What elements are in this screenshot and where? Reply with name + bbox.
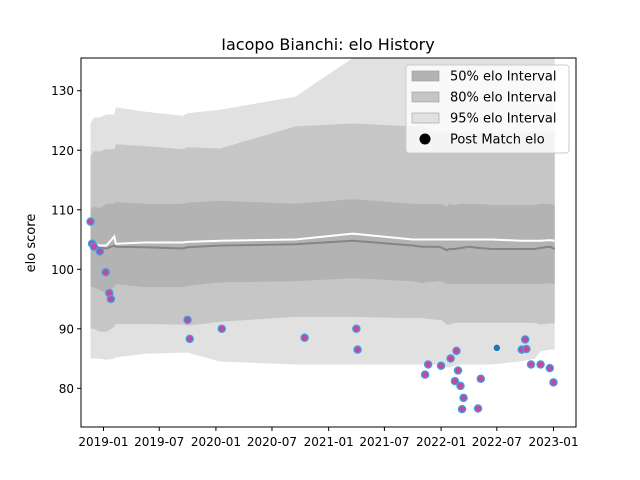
post-match-point-29 [526, 360, 536, 369]
x-tick-label-3: 2020-07 [247, 435, 297, 449]
post-match-point-11 [352, 324, 361, 334]
y-tick-label-1: 90 [59, 322, 74, 336]
post-match-point-7 [183, 315, 192, 325]
post-match-point-28 [522, 344, 531, 354]
post-match-point-32 [549, 378, 558, 387]
legend-label-2: 95% elo Interval [450, 112, 557, 127]
legend-swatch-2 [411, 112, 440, 124]
post-match-point-12 [353, 345, 362, 354]
post-match-point-22 [459, 393, 468, 403]
x-tick-label-1: 2019-07 [134, 435, 184, 449]
post-match-point-4 [101, 268, 110, 277]
post-match-point-10 [300, 333, 309, 342]
post-match-point-24 [476, 374, 486, 384]
legend-label-3: Post Match elo [450, 133, 545, 148]
post-match-point-18 [452, 346, 461, 356]
post-match-point-25 [493, 344, 501, 352]
x-tick-label-2: 2020-01 [191, 435, 241, 449]
post-match-point-13 [420, 370, 430, 379]
post-match-point-21 [457, 404, 467, 414]
post-match-point-17 [450, 376, 460, 386]
x-tick-label-5: 2021-07 [359, 435, 409, 449]
y-tick-label-4: 120 [51, 144, 74, 158]
post-match-point-20 [456, 381, 465, 391]
median-line [89, 239, 556, 252]
post-match-point-2 [89, 242, 99, 251]
chart-title: Iacopo Bianchi: elo History [221, 35, 434, 54]
post-match-point-9 [217, 324, 227, 334]
post-match-point-16 [446, 354, 455, 363]
legend-swatch-0 [411, 70, 440, 82]
mean-line [90, 232, 555, 247]
y-axis-label: elo score [24, 214, 39, 273]
x-tick-label-4: 2021-01 [304, 435, 354, 449]
y-tick-label-0: 80 [59, 382, 74, 396]
post-match-point-30 [536, 360, 545, 369]
x-tick-label-6: 2022-01 [416, 435, 466, 449]
post-match-point-19 [453, 366, 463, 375]
x-tick-label-7: 2022-07 [472, 435, 522, 449]
legend-marker-3 [419, 133, 431, 145]
post-match-point-15 [436, 361, 446, 370]
legend-label-1: 80% elo Interval [450, 91, 557, 106]
legend-label-0: 50% elo Interval [450, 70, 557, 85]
post-match-point-6 [106, 294, 116, 304]
post-match-point-27 [520, 335, 530, 344]
legend-swatch-1 [411, 91, 440, 103]
y-tick-label-5: 130 [51, 84, 74, 98]
band-50-interval [90, 199, 555, 294]
x-tick-label-0: 2019-01 [78, 435, 128, 449]
legend-box [405, 64, 570, 154]
post-match-point-8 [185, 334, 194, 344]
legend: 50% elo Interval 80% elo Interval 95% elo … [405, 64, 570, 154]
x-tick-label-8: 2023-01 [528, 435, 578, 449]
y-tick-label-3: 110 [51, 203, 74, 217]
post-match-point-0 [86, 217, 95, 226]
post-match-point-14 [423, 360, 433, 369]
post-match-point-31 [545, 363, 555, 373]
y-tick-label-2: 100 [51, 263, 74, 277]
post-match-point-23 [473, 404, 483, 413]
post-match-point-3 [95, 247, 105, 256]
